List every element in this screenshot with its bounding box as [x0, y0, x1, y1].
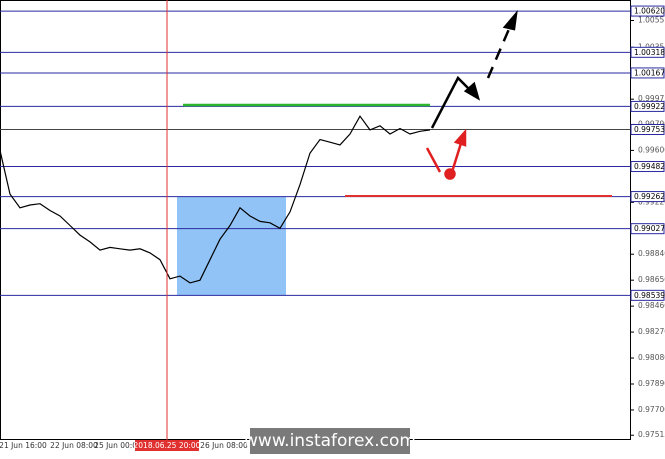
- level-label-box: [630, 67, 665, 79]
- level-label: 1.00167: [634, 68, 665, 77]
- level-label: 0.99027: [634, 224, 665, 233]
- watermark: www.instaforex.com: [244, 431, 416, 451]
- y-tick-label: 0.99975: [638, 94, 665, 103]
- level-label: 0.99753: [634, 125, 665, 134]
- level-label: 0.99482: [634, 162, 665, 171]
- level-label: 1.00620: [634, 7, 665, 16]
- level-label: 0.98539: [634, 291, 665, 300]
- x-label-box: [135, 440, 199, 451]
- level-label-box: [630, 46, 665, 58]
- y-tick-label: 0.97515: [638, 430, 665, 439]
- x-tick-label: 26 Jun 08:00: [200, 441, 248, 450]
- level-label-box: [630, 191, 665, 203]
- level-label-box: [630, 223, 665, 235]
- x-tick-label: 25 Jun 00:00: [94, 441, 142, 450]
- level-label-box: [630, 161, 665, 173]
- up-arrow: [430, 9, 518, 129]
- level-label: 0.99262: [634, 192, 665, 201]
- x-tick-label: 2018.06.25 20:00: [134, 441, 201, 450]
- level-label: 1.00318: [634, 48, 665, 57]
- plot-frame: [0, 0, 631, 440]
- level-label-box: [630, 100, 665, 112]
- level-label-box: [630, 124, 665, 136]
- level-label-box: [630, 289, 665, 301]
- down-arrow: [425, 128, 467, 180]
- level-label-box: [630, 5, 665, 17]
- watermark-bg: [250, 428, 410, 454]
- x-tick-label: 21 Jun 16:00: [0, 441, 47, 450]
- zone: [177, 196, 286, 296]
- price-line: [0, 115, 431, 284]
- x-tick-label: 22 Jun 08:00: [50, 441, 98, 450]
- level-label: 0.99922: [634, 102, 665, 111]
- y-tick-label: 1.00355: [638, 42, 665, 51]
